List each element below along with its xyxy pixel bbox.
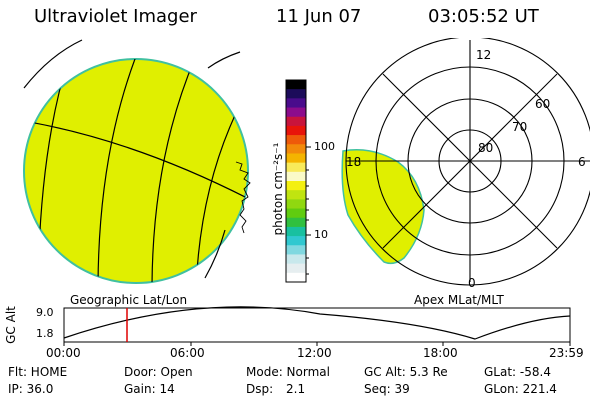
colorbar-cell (286, 254, 306, 265)
colorbar-tick-label-low: 10 (314, 228, 328, 241)
status-flight: Flt: HOME (8, 365, 68, 379)
latitude-line (24, 119, 248, 211)
longitude-line (97, 59, 141, 283)
status-glat: GLat: -58.4 (484, 365, 551, 379)
colorbar-frame (285, 79, 307, 283)
colorbar-cell (286, 125, 306, 136)
colorbar-cell (286, 208, 306, 219)
colorbar-cell (286, 272, 306, 283)
colorbar-cell (286, 181, 306, 191)
colorbar-cell (286, 162, 306, 173)
mlt-label-6: 6 (578, 155, 586, 169)
colorbar-cell (286, 245, 306, 255)
status-mode: Mode: Normal (246, 365, 330, 379)
apex-polar-panel (341, 38, 590, 286)
time-tick-2359: 23:59 (549, 346, 584, 360)
outer-grid-arcs (23, 39, 241, 279)
colorbar-cell (286, 171, 306, 182)
time-tick-1800: 18:00 (423, 346, 458, 360)
longitude-line (151, 59, 196, 283)
mlt-label-12: 12 (476, 48, 492, 62)
colorbar-cell (286, 236, 306, 246)
altitude-ytick-low: 1.8 (36, 327, 54, 340)
coastline (235, 161, 251, 234)
status-seq: Seq: 39 (364, 382, 410, 396)
app-title: Ultraviolet Imager (34, 6, 197, 27)
colorbar (286, 80, 306, 283)
geographic-caption: Geographic Lat/Lon (70, 293, 188, 307)
time-tick-1200: 12:00 (297, 346, 332, 360)
mlt-label-18: 18 (346, 155, 362, 169)
colorbar-cell (286, 226, 306, 237)
colorbar-cell (286, 135, 306, 145)
colorbar-cell (286, 116, 306, 127)
colorbar-cell (286, 80, 306, 90)
status-gc-alt: GC Alt: 5.3 Re (364, 365, 448, 379)
colorbar-cell (286, 153, 306, 164)
apex-caption: Apex MLat/MLT (414, 293, 504, 307)
altitude-ytick-high: 9.0 (36, 306, 54, 319)
colorbar-cell (286, 89, 306, 99)
colorbar-cell (286, 263, 306, 274)
colorbar-cell (286, 107, 306, 118)
mlat-ring-80: 80 (478, 141, 494, 155)
colorbar-cell (286, 190, 306, 200)
auroral-oval (341, 149, 425, 265)
status-dsp-value: 2.1 (286, 382, 306, 396)
status-dsp-label: Dsp: (246, 382, 274, 396)
mlat-ring-70: 70 (512, 120, 528, 134)
time-tick-0000: 00:00 (46, 346, 81, 360)
time-label: 03:05:52 UT (428, 6, 539, 27)
mlt-label-0: 0 (468, 276, 476, 290)
date-label: 11 Jun 07 (276, 6, 362, 27)
altitude-ylabel: GC Alt (4, 306, 18, 344)
mlat-ring-60: 60 (535, 97, 551, 111)
colorbar-cell (286, 144, 306, 154)
colorbar-cell (286, 217, 306, 228)
status-glon: GLon: 221.4 (484, 382, 557, 396)
time-tick-0600: 06:00 (170, 346, 205, 360)
colorbar-tick-label-high: 100 (314, 140, 335, 153)
colorbar-unit-label: photon cm⁻²s⁻¹ (271, 142, 285, 236)
geographic-image-panel (23, 39, 251, 284)
colorbar-cell (286, 98, 306, 109)
status-door: Door: Open (124, 365, 193, 379)
altitude-trace (63, 306, 571, 340)
polar-grid (345, 38, 590, 286)
status-gain: Gain: 14 (124, 382, 175, 396)
status-ip: IP: 36.0 (8, 382, 54, 396)
uv-image-disk (23, 58, 249, 284)
colorbar-cell (286, 199, 306, 210)
